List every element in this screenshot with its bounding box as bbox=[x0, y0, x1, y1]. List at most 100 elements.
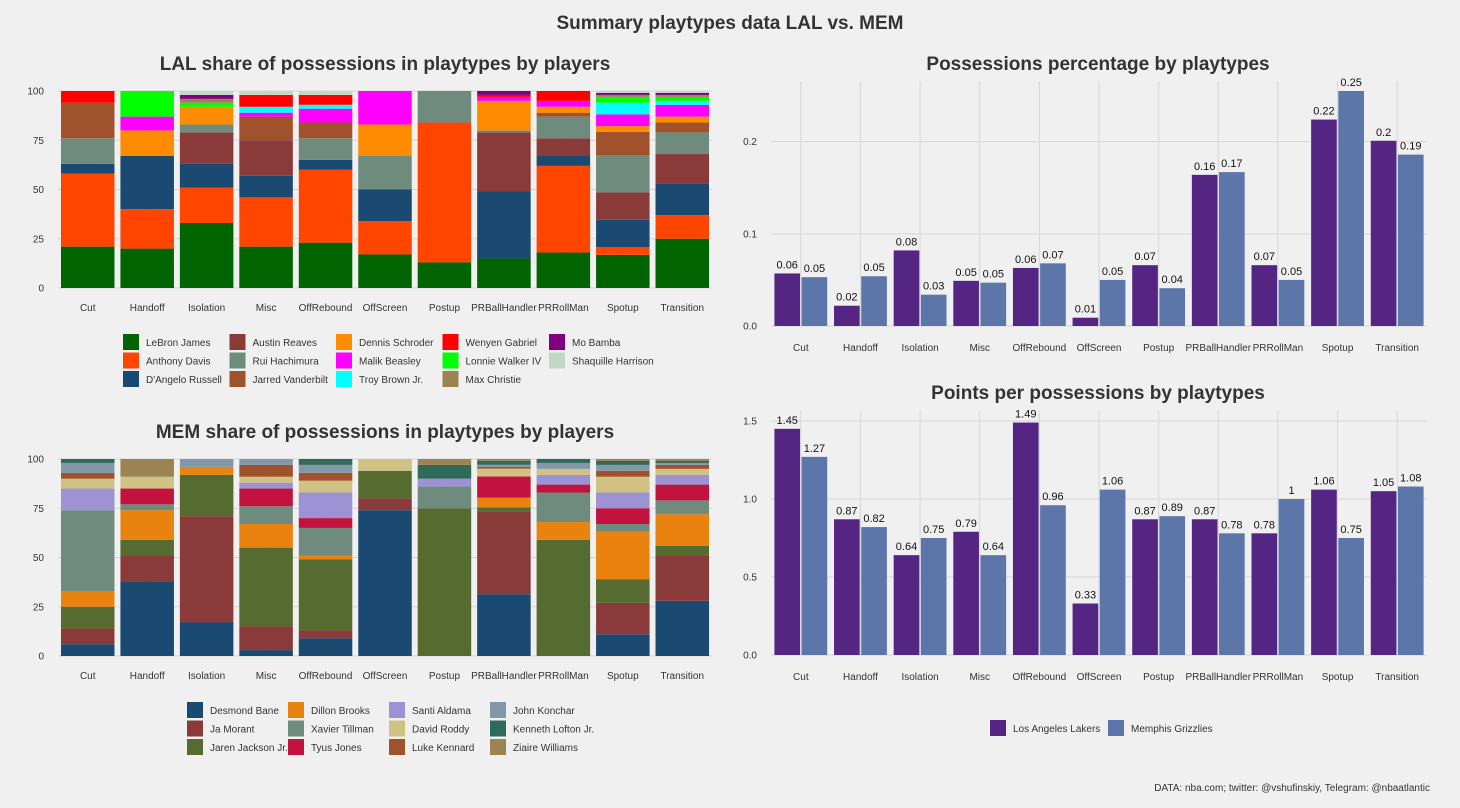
data-label: 0.06 bbox=[777, 259, 798, 271]
bar-segment bbox=[655, 500, 710, 515]
bar-segment bbox=[298, 555, 353, 560]
x-tick-label: Isolation bbox=[188, 303, 225, 314]
bar-segment bbox=[417, 122, 472, 263]
bar bbox=[774, 273, 801, 326]
bar-segment bbox=[655, 215, 710, 239]
y-tick-label: 0.2 bbox=[743, 137, 757, 148]
x-tick-label: OffRebound bbox=[1012, 343, 1066, 354]
data-label: 1.27 bbox=[804, 443, 825, 455]
legend-label: Ziaire Williams bbox=[513, 743, 578, 754]
data-label: 0.82 bbox=[863, 513, 884, 525]
bar-segment bbox=[596, 470, 650, 477]
bar-segment bbox=[60, 606, 115, 629]
bar bbox=[1370, 140, 1397, 326]
bar bbox=[1397, 154, 1424, 326]
legend-label: Los Angeles Lakers bbox=[1013, 724, 1100, 735]
bar-segment bbox=[298, 122, 353, 139]
bar-segment bbox=[477, 191, 531, 259]
bar-segment bbox=[477, 459, 531, 461]
legend-label: Max Christie bbox=[466, 375, 522, 386]
bar-segment bbox=[298, 459, 353, 465]
legend-swatch bbox=[990, 720, 1006, 736]
x-tick-label: Isolation bbox=[188, 671, 225, 682]
y-tick-label: 25 bbox=[33, 234, 45, 245]
bar-segment bbox=[358, 498, 412, 511]
bar-segment bbox=[596, 92, 650, 95]
legend-label: Xavier Tillman bbox=[311, 725, 374, 736]
bar-segment bbox=[536, 106, 591, 113]
bar-segment bbox=[298, 492, 353, 519]
bar-segment bbox=[179, 106, 234, 125]
bar-segment bbox=[120, 539, 174, 556]
data-label: 0.33 bbox=[1075, 590, 1096, 602]
bar-segment bbox=[179, 102, 234, 107]
bar-segment bbox=[239, 459, 293, 465]
bar-segment bbox=[477, 468, 531, 477]
legend-label: Mo Bamba bbox=[572, 338, 621, 349]
legend-label: Dennis Schroder bbox=[359, 338, 434, 349]
x-tick-label: Handoff bbox=[843, 343, 878, 354]
bar-segment bbox=[179, 466, 234, 475]
x-tick-label: PRRollMan bbox=[1253, 343, 1304, 354]
bar-segment bbox=[417, 478, 472, 487]
caption: DATA: nba.com; twitter: @vshufinskiy, Te… bbox=[1154, 783, 1430, 794]
bar-segment bbox=[60, 459, 115, 463]
bar-segment bbox=[655, 600, 710, 656]
x-tick-label: OffRebound bbox=[299, 303, 353, 314]
bar-segment bbox=[298, 169, 353, 243]
data-label: 0.79 bbox=[955, 518, 976, 530]
legend-swatch bbox=[442, 371, 459, 387]
bar-segment bbox=[536, 522, 591, 540]
data-label: 0.05 bbox=[1281, 266, 1302, 278]
x-tick-label: Spotup bbox=[1322, 343, 1354, 354]
bar-segment bbox=[536, 539, 591, 656]
bar-segment bbox=[655, 460, 710, 463]
bar-segment bbox=[655, 91, 710, 93]
data-label: 0.03 bbox=[923, 281, 944, 293]
data-label: 1.05 bbox=[1373, 477, 1394, 489]
data-label: 0.19 bbox=[1400, 141, 1421, 153]
bar bbox=[1132, 265, 1158, 326]
legend-label: Santi Aldama bbox=[412, 706, 471, 717]
x-tick-label: OffRebound bbox=[299, 671, 353, 682]
bar-segment bbox=[179, 91, 234, 95]
legend-label: Kenneth Lofton Jr. bbox=[513, 725, 594, 736]
bar-segment bbox=[536, 116, 591, 139]
x-tick-label: PRBallHandler bbox=[1185, 672, 1251, 683]
bar-segment bbox=[239, 476, 293, 483]
x-tick-label: Spotup bbox=[607, 671, 639, 682]
bar-segment bbox=[655, 468, 710, 475]
x-tick-label: Postup bbox=[429, 303, 461, 314]
bar bbox=[1338, 538, 1364, 655]
bar bbox=[801, 277, 828, 326]
bar bbox=[1311, 489, 1337, 655]
data-label: 1.45 bbox=[777, 415, 798, 427]
legend-label: Wenyen Gabriel bbox=[466, 338, 538, 349]
bar-segment bbox=[596, 102, 650, 115]
data-label: 1.06 bbox=[1102, 476, 1123, 488]
bar-segment bbox=[596, 192, 650, 220]
bar bbox=[1219, 172, 1245, 326]
bar-segment bbox=[239, 140, 293, 176]
bar-segment bbox=[596, 219, 650, 248]
bar-segment bbox=[60, 628, 115, 645]
legend-swatch bbox=[389, 702, 405, 718]
data-label: 0.05 bbox=[863, 262, 884, 274]
legend-swatch bbox=[288, 702, 304, 718]
legend-label: Jaren Jackson Jr. bbox=[210, 743, 288, 754]
bar-segment bbox=[536, 492, 591, 523]
bar bbox=[774, 428, 801, 655]
bar-segment bbox=[179, 474, 234, 517]
legend-swatch bbox=[288, 739, 304, 755]
y-tick-label: 100 bbox=[27, 87, 44, 98]
legend-swatch bbox=[490, 739, 506, 755]
data-label: 0.05 bbox=[983, 269, 1004, 281]
data-label: 0.05 bbox=[955, 267, 976, 279]
bar-segment bbox=[358, 510, 412, 656]
bar-segment bbox=[60, 462, 115, 473]
y-tick-label: 0.0 bbox=[743, 322, 757, 333]
bar-segment bbox=[358, 156, 412, 190]
bar-segment bbox=[417, 91, 472, 123]
bar-segment bbox=[596, 634, 650, 656]
bar-segment bbox=[596, 96, 650, 103]
